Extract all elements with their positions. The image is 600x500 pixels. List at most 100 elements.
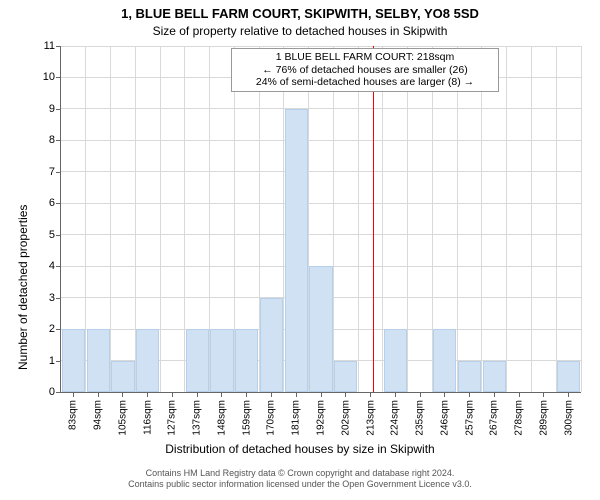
x-tick-label: 137sqm bbox=[192, 400, 203, 436]
gridline-vertical bbox=[160, 46, 161, 392]
x-tick-label: 94sqm bbox=[93, 400, 104, 430]
gridline-horizontal bbox=[61, 203, 581, 204]
gridline-vertical bbox=[110, 46, 111, 392]
gridline-vertical bbox=[358, 46, 359, 392]
y-tick-label: 6 bbox=[49, 197, 61, 209]
x-tick-mark bbox=[246, 392, 247, 397]
footer-line-2: Contains public sector information licen… bbox=[0, 479, 600, 490]
y-tick-label: 0 bbox=[49, 386, 61, 398]
x-tick-mark bbox=[345, 392, 346, 397]
x-tick-mark bbox=[271, 392, 272, 397]
x-tick-mark bbox=[370, 392, 371, 397]
histogram-bar bbox=[309, 266, 332, 392]
x-tick-mark bbox=[321, 392, 322, 397]
x-tick-label: 224sqm bbox=[390, 400, 401, 436]
x-tick-mark bbox=[296, 392, 297, 397]
x-tick-label: 246sqm bbox=[439, 400, 450, 436]
chart-title: 1, BLUE BELL FARM COURT, SKIPWITH, SELBY… bbox=[0, 6, 600, 21]
x-tick-label: 148sqm bbox=[216, 400, 227, 436]
histogram-bar bbox=[285, 109, 308, 392]
x-tick-label: 267sqm bbox=[489, 400, 500, 436]
footer-line-1: Contains HM Land Registry data © Crown c… bbox=[0, 468, 600, 479]
x-tick-mark bbox=[444, 392, 445, 397]
x-tick-label: 170sqm bbox=[266, 400, 277, 436]
histogram-bar bbox=[483, 361, 506, 392]
y-tick-label: 8 bbox=[49, 134, 61, 146]
gridline-horizontal bbox=[61, 140, 581, 141]
histogram-bar bbox=[235, 329, 258, 392]
histogram-bar bbox=[334, 361, 357, 392]
x-tick-mark bbox=[73, 392, 74, 397]
gridline-vertical bbox=[333, 46, 334, 392]
x-tick-mark bbox=[469, 392, 470, 397]
y-tick-label: 2 bbox=[49, 323, 61, 335]
y-axis-label: Number of detached properties bbox=[16, 205, 30, 370]
x-tick-label: 300sqm bbox=[563, 400, 574, 436]
gridline-vertical bbox=[407, 46, 408, 392]
annotation-line: 1 BLUE BELL FARM COURT: 218sqm bbox=[236, 51, 494, 64]
histogram-bar bbox=[458, 361, 481, 392]
x-axis-caption: Distribution of detached houses by size … bbox=[0, 442, 600, 456]
x-tick-mark bbox=[172, 392, 173, 397]
annotation-line: 24% of semi-detached houses are larger (… bbox=[236, 76, 494, 89]
histogram-bar bbox=[136, 329, 159, 392]
x-tick-label: 181sqm bbox=[291, 400, 302, 436]
x-tick-label: 278sqm bbox=[514, 400, 525, 436]
x-tick-mark bbox=[395, 392, 396, 397]
x-tick-label: 159sqm bbox=[241, 400, 252, 436]
x-tick-label: 289sqm bbox=[538, 400, 549, 436]
x-tick-label: 105sqm bbox=[117, 400, 128, 436]
gridline-horizontal bbox=[61, 171, 581, 172]
gridline-vertical bbox=[531, 46, 532, 392]
gridline-vertical bbox=[457, 46, 458, 392]
gridline-horizontal bbox=[61, 234, 581, 235]
histogram-bar bbox=[384, 329, 407, 392]
histogram-bar bbox=[186, 329, 209, 392]
x-tick-label: 202sqm bbox=[340, 400, 351, 436]
x-tick-label: 213sqm bbox=[365, 400, 376, 436]
y-tick-label: 1 bbox=[49, 355, 61, 367]
gridline-horizontal bbox=[61, 108, 581, 109]
x-tick-mark bbox=[197, 392, 198, 397]
y-tick-label: 3 bbox=[49, 292, 61, 304]
x-tick-mark bbox=[147, 392, 148, 397]
gridline-vertical bbox=[506, 46, 507, 392]
y-tick-label: 7 bbox=[49, 166, 61, 178]
y-tick-label: 5 bbox=[49, 229, 61, 241]
histogram-bar bbox=[111, 361, 134, 392]
x-tick-mark bbox=[420, 392, 421, 397]
histogram-bar bbox=[557, 361, 580, 392]
y-tick-label: 10 bbox=[43, 71, 61, 83]
gridline-vertical bbox=[581, 46, 582, 392]
histogram-bar bbox=[210, 329, 233, 392]
histogram-bar bbox=[87, 329, 110, 392]
x-tick-label: 235sqm bbox=[415, 400, 426, 436]
x-tick-mark bbox=[122, 392, 123, 397]
y-tick-label: 4 bbox=[49, 260, 61, 272]
annotation-line: ← 76% of detached houses are smaller (26… bbox=[236, 64, 494, 77]
reference-line bbox=[373, 46, 374, 392]
x-tick-label: 192sqm bbox=[316, 400, 327, 436]
x-tick-label: 83sqm bbox=[68, 400, 79, 430]
x-tick-label: 257sqm bbox=[464, 400, 475, 436]
x-tick-label: 127sqm bbox=[167, 400, 178, 436]
x-tick-mark bbox=[494, 392, 495, 397]
gridline-horizontal bbox=[61, 46, 581, 47]
annotation-box: 1 BLUE BELL FARM COURT: 218sqm← 76% of d… bbox=[231, 48, 499, 92]
footer-attribution: Contains HM Land Registry data © Crown c… bbox=[0, 468, 600, 491]
histogram-bar bbox=[260, 298, 283, 392]
x-tick-mark bbox=[221, 392, 222, 397]
chart-subtitle: Size of property relative to detached ho… bbox=[0, 24, 600, 38]
gridline-vertical bbox=[481, 46, 482, 392]
x-tick-mark bbox=[519, 392, 520, 397]
x-tick-label: 116sqm bbox=[142, 400, 153, 435]
y-tick-label: 9 bbox=[49, 103, 61, 115]
x-tick-mark bbox=[543, 392, 544, 397]
x-tick-mark bbox=[98, 392, 99, 397]
histogram-bar bbox=[62, 329, 85, 392]
x-tick-mark bbox=[568, 392, 569, 397]
chart-plot-area: 0123456789101183sqm94sqm105sqm116sqm127s… bbox=[60, 46, 581, 393]
y-tick-label: 11 bbox=[44, 40, 61, 52]
histogram-bar bbox=[433, 329, 456, 392]
gridline-vertical bbox=[556, 46, 557, 392]
